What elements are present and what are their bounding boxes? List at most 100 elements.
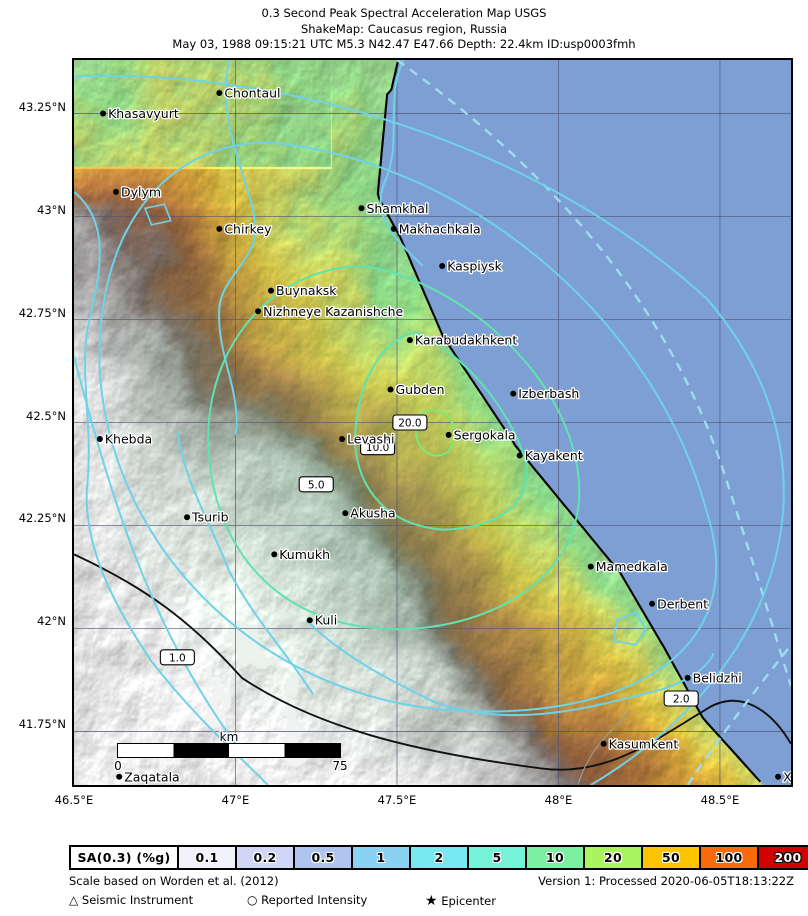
lon-tick-label: 47.5°E [377,793,417,807]
river [74,191,269,785]
city-label: Karabudakhkent [415,333,517,348]
triangle-icon: △ [69,893,79,907]
city-dot [406,337,413,344]
shaking-contour [207,264,581,631]
contour-label: 5.0 [298,476,334,493]
city-label: Buynaksk [276,283,337,298]
svg-text:1.0: 1.0 [169,652,186,664]
lat-tick-label: 42°N [37,614,66,629]
city-label: Dylym [121,184,161,199]
legend-parameter-label: SA(0.3) (%g) [71,847,179,868]
coastline [376,60,762,783]
svg-text:0: 0 [114,759,122,773]
map-frame[interactable]: 20.0 10.0 5.0 2.0 1.0 Chontaul Chontaul Khasavy… [72,58,793,787]
city-label: Khebda [105,431,152,446]
city-dot [587,563,594,570]
legend-cell-200[interactable]: 200 [759,847,808,868]
city-label: Mamedkala [596,559,668,574]
city-label-halo: Karabudakhkent [415,333,517,348]
legend-cell-10[interactable]: 10 [527,847,585,868]
city-label-halo: Izberbash [518,386,579,401]
city-label-halo: Buynaksk [276,283,337,298]
city-label: Shamkhal [366,201,428,216]
city-label: Khasavyurt [108,106,179,121]
maritime-boundary [396,60,791,687]
circle-icon: ○ [247,893,258,907]
shaking-contour [74,356,237,745]
city-label: Chontaul [224,85,280,100]
city-label: Kaspiysk [447,258,502,273]
city-label: Tsurib [191,510,229,525]
city-label: Levashi [347,431,394,446]
city-label-halo: Sergokala [454,427,516,442]
lon-tick-label: 48°E [544,793,573,807]
city-dot [112,188,119,195]
shaking-contour [74,74,785,785]
city-label-halo: Makhachkala [399,221,481,236]
city-label: Gubden [396,382,445,397]
city-dot [116,773,123,780]
lat-tick-label: 43.25°N [18,99,66,114]
lon-tick-label: 46.5°E [54,793,94,807]
legend-cell-0-5[interactable]: 0.5 [295,847,353,868]
city-label-halo: Zaqatala [124,769,180,784]
legend-cell-5[interactable]: 5 [469,847,527,868]
city-dot [342,510,349,517]
city-dot [775,773,782,780]
city-dot [255,308,262,315]
svg-text:5.0: 5.0 [308,479,325,491]
legend-cell-0-2[interactable]: 0.2 [237,847,295,868]
contour-label: 2.0 [663,690,699,707]
city-dot [339,435,346,442]
svg-text:0: 0 [114,759,122,773]
city-label: Izberbash [518,386,579,401]
footer-legend-label: Seismic Instrument [78,893,194,907]
contour-label: 10.0 [360,439,396,456]
version-text: Version 1: Processed 2020-06-05T18:13:22… [538,874,794,888]
map-title-line1: 0.3 Second Peak Spectral Acceleration Ma… [261,6,547,20]
lake [612,610,647,646]
legend-cell-1[interactable]: 1 [353,847,411,868]
river [218,60,257,435]
city-label-halo: Khasavyurt [108,106,179,121]
svg-text:km: km [220,730,239,744]
city-dot [184,514,191,521]
contour-label: 20.0 [392,414,428,431]
svg-text:km: km [220,730,239,744]
city-label: Kayakent [525,448,583,463]
city-label-halo: Kuli [315,613,337,628]
city-label-halo: Mamedkala [596,559,668,574]
city-label-halo: Chontaul [224,85,280,100]
city-label-halo: Kasumkent [609,736,679,751]
river [305,619,715,717]
city-dot [216,225,223,232]
city-dot [268,287,275,294]
intensity-legend[interactable]: SA(0.3) (%g) 0.1 0.2 0.5 1 2 5 10 20 50 100 200 [69,845,808,870]
shakemap-figure[interactable]: 20.0 10.0 5.0 2.0 1.0 Chontaul Chontaul Khasavy… [72,58,793,787]
legend-cell-20[interactable]: 20 [585,847,643,868]
map-title-line2: ShakeMap: Caucasus region, Russia [300,21,508,36]
city-dot [445,431,452,438]
city-dot [510,390,517,397]
map-title-line3: May 03, 1988 09:15:21 UTC M5.3 N42.47 E4… [172,37,636,51]
city-dot [100,110,107,117]
city-label: Kumukh [279,547,330,562]
legend-cell-2[interactable]: 2 [411,847,469,868]
legend-cell-0-1[interactable]: 0.1 [179,847,237,868]
legend-cell-100[interactable]: 100 [701,847,759,868]
legend-cell-50[interactable]: 50 [643,847,701,868]
city-dot [271,551,278,558]
footer-legend-label: Epicenter [437,894,496,908]
city-dot [306,617,313,624]
